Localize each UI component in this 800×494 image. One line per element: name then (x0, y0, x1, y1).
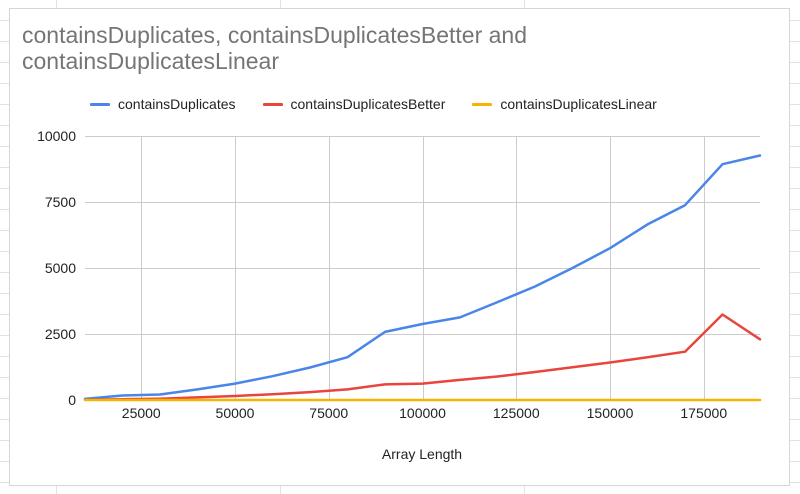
gridlines (85, 136, 760, 401)
y-tick-label: 5000 (45, 260, 76, 276)
legend-label: containsDuplicatesBetter (290, 96, 446, 112)
x-tick-label: 75000 (309, 405, 348, 421)
y-tick-label: 7500 (45, 194, 76, 210)
chart-legend: containsDuplicates containsDuplicatesBet… (90, 96, 684, 112)
x-tick-label: 100000 (399, 405, 446, 421)
legend-label: containsDuplicatesLinear (500, 96, 657, 112)
chart-title: containsDuplicates, containsDuplicatesBe… (22, 22, 528, 74)
x-tick-label: 125000 (493, 405, 540, 421)
y-tick-label: 0 (68, 392, 76, 408)
legend-swatch (262, 102, 283, 106)
legend-swatch (90, 102, 110, 106)
legend-label: containsDuplicates (118, 96, 236, 112)
x-tick-label: 50000 (216, 405, 255, 421)
legend-swatch (472, 102, 493, 106)
x-tick-label: 175000 (680, 405, 727, 421)
x-axis-tick-labels: 25000 50000 75000 100000 125000 150000 175000 (122, 405, 728, 421)
series-line-containsDuplicates (83, 154, 762, 401)
y-tick-label: 10000 (37, 128, 76, 144)
chart-card[interactable] (9, 8, 790, 486)
series-lines (83, 154, 762, 402)
y-axis-tick-labels: 0 2500 5000 7500 10000 (37, 128, 76, 408)
y-tick-label: 2500 (45, 326, 76, 342)
x-tick-label: 150000 (587, 405, 634, 421)
x-axis-title: Array Length (381, 446, 463, 462)
legend-item-containsDuplicatesBetter: containsDuplicatesBetter (262, 96, 446, 112)
series-line-containsDuplicatesBetter (83, 313, 762, 401)
legend-item-containsDuplicates: containsDuplicates (90, 96, 236, 112)
legend-item-containsDuplicatesLinear: containsDuplicatesLinear (472, 96, 657, 112)
x-tick-label: 25000 (122, 405, 161, 421)
